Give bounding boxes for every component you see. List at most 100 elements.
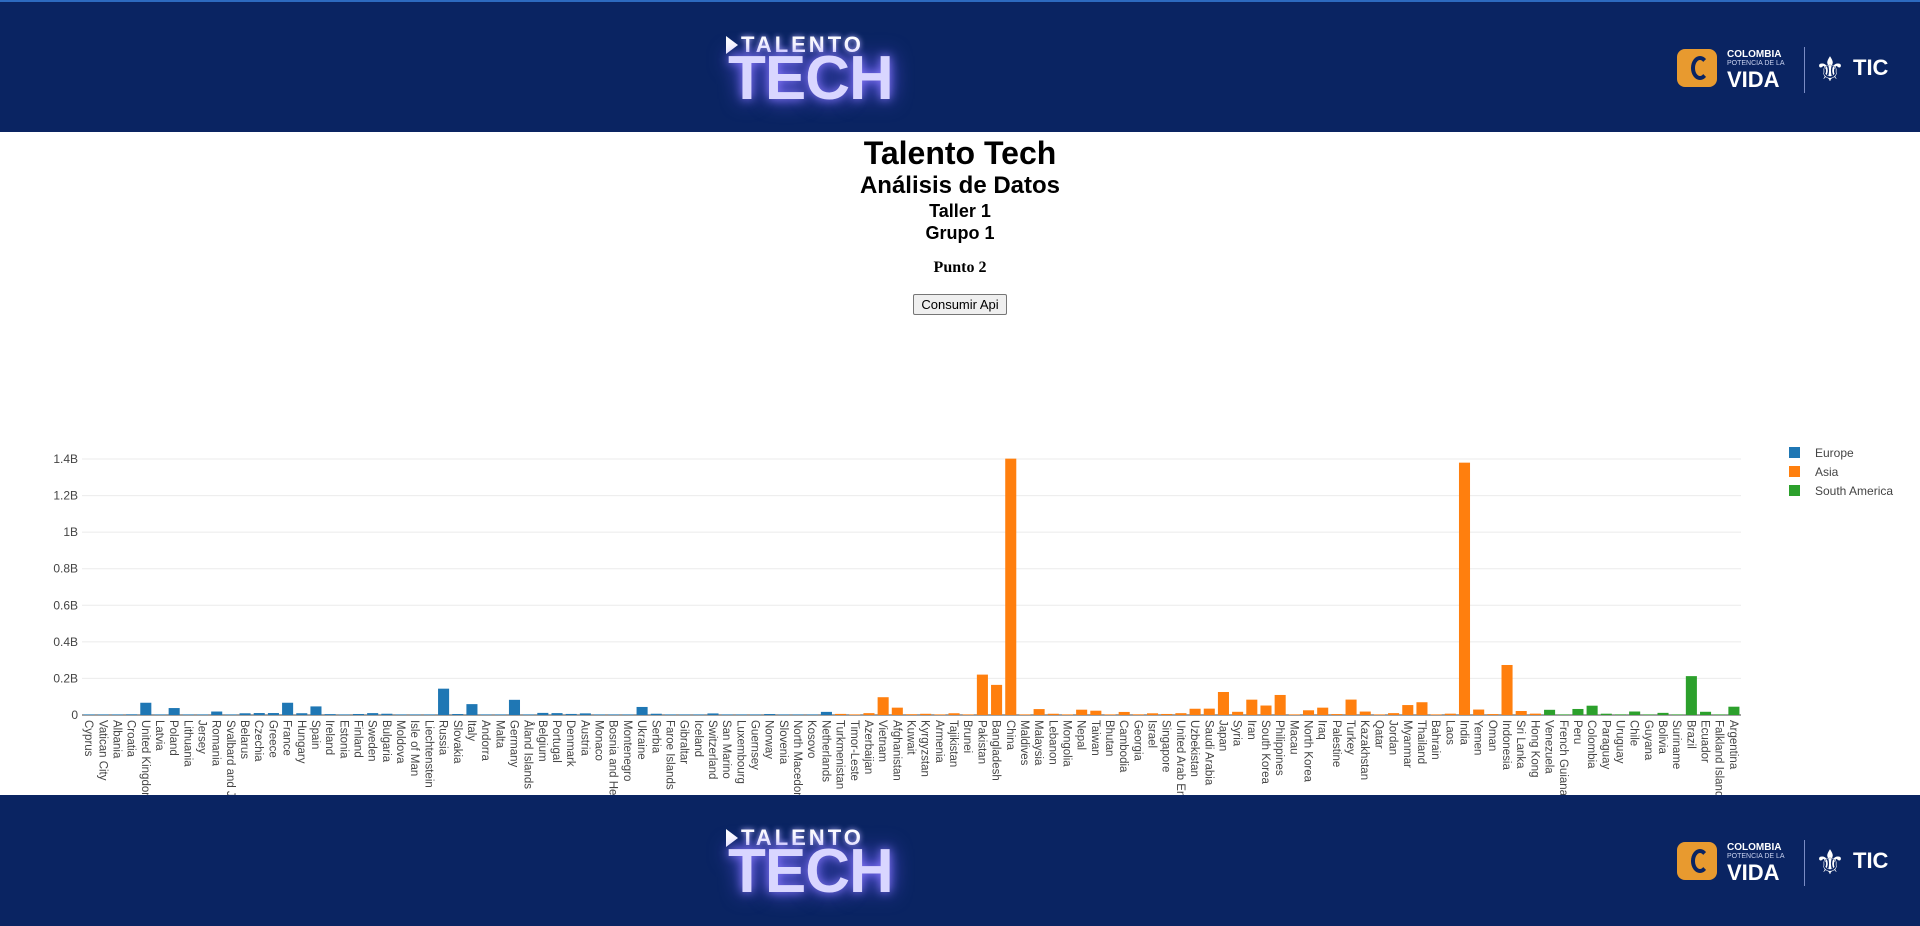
x-tick-label: Norway [763,720,775,759]
x-tick-label: Venezuela [1543,720,1555,774]
x-tick-label: Colombia [1585,720,1597,769]
legend-swatch [1789,447,1800,458]
bar [764,714,776,715]
bar [324,714,336,715]
bar [395,714,407,715]
x-tick-label: San Marino [720,720,732,779]
bar [622,714,634,715]
page-title: Talento Tech [863,135,1057,171]
y-tick-label: 0 [71,708,78,722]
bar [1061,714,1074,715]
bar [1317,707,1329,715]
bar [1700,711,1712,715]
x-tick-label: Croatia [125,720,137,758]
x-tick-label: Oman [1486,720,1498,751]
bar [97,714,109,715]
y-tick-label: 0.4B [53,635,78,649]
play-icon [726,829,738,847]
x-tick-label: Finland [352,720,364,758]
x-tick-label: Bhutan [1103,720,1115,756]
bar [721,714,733,715]
x-tick-label: Isle of Man [408,720,420,776]
x-tick-label: Uzbekistan [1188,720,1200,777]
bar [1444,713,1456,715]
x-tick-label: Saudi Arabia [1202,720,1214,786]
gov-tic: TIC [1853,55,1889,80]
bar [1274,694,1286,715]
x-tick-label: Singapore [1160,720,1172,772]
bar [182,714,194,715]
x-tick-label: Cambodia [1117,720,1129,773]
bar [1005,458,1017,715]
bar [1288,714,1300,715]
bar [565,713,577,715]
workshop-label: Taller 1 [929,201,991,221]
bar [1359,711,1371,715]
bar [1458,462,1471,715]
bar [168,708,180,715]
x-tick-label: Monaco [593,720,605,761]
bar [1373,714,1385,715]
bar [1260,705,1272,715]
bar [196,714,209,715]
x-tick-label: Serbia [649,720,661,754]
x-tick-label: Andorra [479,720,491,762]
bar [310,706,322,715]
footer-banner: TALENTO TECH COLOMBIA POTENCIA DE LA VID… [0,795,1920,926]
consume-api-button[interactable]: Consumir Api [913,294,1007,315]
logo-text-small: TALENTO [741,825,864,850]
bar [239,713,251,715]
bar [806,714,818,715]
bar [905,714,918,715]
x-tick-label: Malta [493,720,505,749]
bar [1558,714,1570,715]
bar [877,697,889,715]
x-tick-label: Ecuador [1699,720,1711,763]
legend-swatch [1789,485,1800,496]
bar [154,714,166,715]
x-tick-label: Paraguay [1599,720,1611,769]
x-tick-label: Qatar [1372,720,1384,749]
colombia-potencia-icon [1677,49,1717,87]
x-tick-label: India [1458,720,1470,746]
y-tick-label: 1.2B [53,489,78,503]
x-tick-label: Estonia [337,720,349,759]
bar [594,714,606,715]
x-tick-label: Albania [110,720,122,759]
bar [636,706,648,715]
x-tick-label: Sweden [366,720,378,762]
x-tick-label: Belarus [238,720,250,759]
x-tick-label: Guernsey [749,720,761,770]
x-tick-label: Åland Islands [522,720,535,789]
x-tick-label: Hong Kong [1528,720,1540,778]
bar [579,713,591,715]
x-tick-label: Poland [167,720,179,756]
bar [891,707,903,715]
x-tick-label: French Guiana [1557,720,1569,795]
x-tick-label: Liechtenstein [422,720,434,788]
x-tick-label: Kuwait [905,720,917,755]
x-tick-label: Vietnam [876,720,888,762]
x-tick-label: United Kingdom [139,720,151,795]
y-tick-label: 0.8B [53,562,78,576]
bar [140,702,152,715]
bar [1430,714,1442,715]
bar [537,712,549,715]
bar [1118,711,1130,715]
bar [83,714,95,715]
x-tick-label: Cyprus [82,720,94,757]
logo-text-big: TECH [728,44,894,113]
divider [1804,47,1805,93]
x-tick-label: Svalbard and Jan Mayen [224,720,236,795]
bar [551,713,563,715]
bar [1147,713,1159,715]
talento-tech-logo-footer: TALENTO TECH [726,825,936,905]
x-tick-label: Russia [437,720,449,756]
x-tick-label: Maldives [1018,720,1030,766]
bar [778,714,790,715]
x-tick-label: Switzerland [706,720,718,779]
bar [1033,709,1045,715]
x-tick-label: Bosnia and Herzegovina [607,720,619,795]
x-tick-label: Brunei [961,720,973,753]
x-tick-label: Iceland [692,720,704,757]
